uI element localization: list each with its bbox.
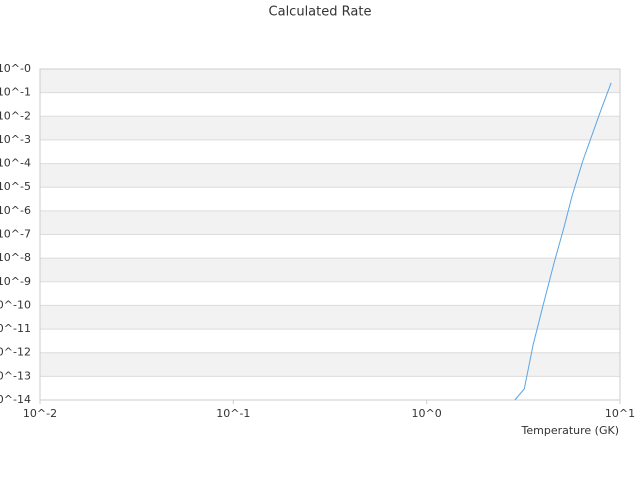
x-tick-label: 10^-1 xyxy=(216,407,250,420)
x-tick-label: 10^-2 xyxy=(23,407,57,420)
y-tick-label: 10^-3 xyxy=(0,133,31,146)
x-axis-label: Temperature (GK) xyxy=(521,424,620,437)
y-tick-label: 10^-12 xyxy=(0,346,31,359)
chart-title: Calculated Rate xyxy=(269,5,372,20)
y-tick-label: 10^-6 xyxy=(0,204,31,217)
grid-band xyxy=(40,210,620,235)
y-tick-label: 10^-10 xyxy=(0,298,31,311)
y-tick-label: 10^-7 xyxy=(0,228,31,241)
y-tick-label: 10^-2 xyxy=(0,109,31,122)
grid-band xyxy=(40,163,620,188)
y-tick-label: 10^-0 xyxy=(0,62,31,75)
grid-band xyxy=(40,69,620,93)
grid-band xyxy=(40,116,620,140)
x-tick-label: 10^0 xyxy=(412,407,442,420)
y-tick-label: 10^-13 xyxy=(0,369,31,382)
y-tick-label: 10^-4 xyxy=(0,157,31,170)
y-tick-label: 10^-8 xyxy=(0,251,31,264)
x-tick-label: 10^1 xyxy=(605,407,635,420)
line xyxy=(514,82,612,401)
grid-band xyxy=(40,258,620,282)
y-tick-label: 10^-5 xyxy=(0,180,31,193)
grid-band xyxy=(40,352,620,377)
y-tick-label: 10^-9 xyxy=(0,275,31,288)
plot-frame xyxy=(39,68,621,401)
y-tick-label: 10^-11 xyxy=(0,322,31,335)
grid-band xyxy=(40,305,620,330)
y-tick-label: 10^-1 xyxy=(0,86,31,99)
y-tick-label: 10^-14 xyxy=(0,393,31,406)
